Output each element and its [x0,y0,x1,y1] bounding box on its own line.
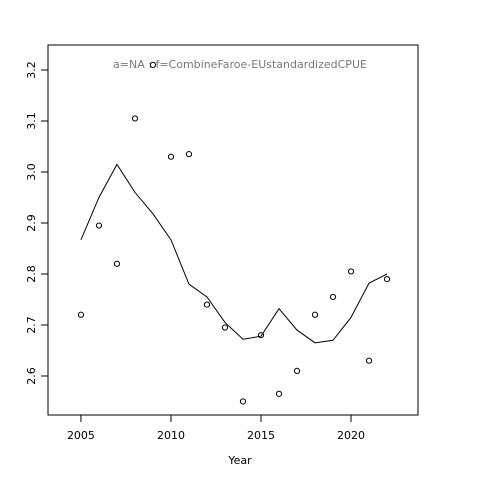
x-tick-label: 2015 [247,429,275,442]
y-tick-label: 3.1 [25,112,38,130]
y-tick-label: 3.2 [25,61,38,79]
point [365,357,373,364]
point [95,222,103,229]
point [185,151,193,158]
x-tick-label: 2010 [157,429,185,442]
x-axis-label: Year [227,454,252,467]
point [239,398,247,405]
point [347,268,355,275]
point [149,61,157,68]
point [383,275,391,283]
y-tick-label: 2.7 [25,316,38,334]
y-tick-label: 2.8 [25,265,38,283]
point [293,367,301,374]
point [257,332,265,339]
point [329,293,337,301]
y-tick-label: 2.6 [25,367,38,385]
x-tick-label: 2020 [337,429,365,442]
fit-line [80,163,388,344]
y-tick-label: 3.0 [25,163,38,181]
point [203,301,211,308]
plot-box [47,44,419,416]
point [77,311,85,318]
point [113,260,121,267]
y-tick-label: 2.9 [25,214,38,232]
point [167,153,175,160]
point [131,115,139,122]
chart-title: a=NA : f=CombineFaroe-EUstandardizedCPUE [113,58,367,71]
point [221,324,229,331]
point [311,311,319,318]
point [275,390,283,397]
x-tick-label: 2005 [67,429,95,442]
